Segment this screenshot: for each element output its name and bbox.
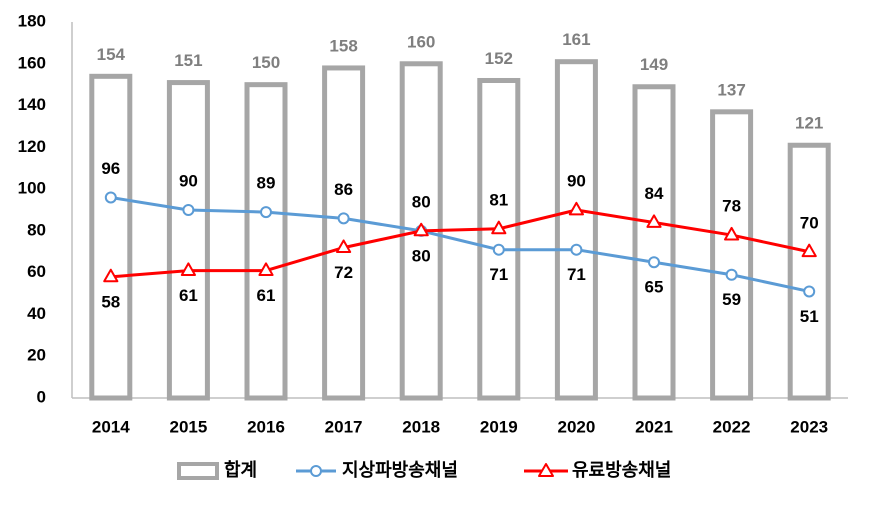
bar	[710, 109, 754, 401]
y-tick-label: 120	[18, 137, 46, 156]
terrestrial-marker	[803, 285, 816, 298]
terrestrial-value-label: 59	[722, 290, 741, 309]
legend: 합계 지상파방송채널 유료방송채널	[177, 459, 671, 481]
terrestrial-value-label: 80	[412, 246, 431, 265]
pay-tv-value-label: 78	[722, 197, 741, 216]
terrestrial-marker	[648, 256, 660, 269]
legend-marker-terrestrial	[310, 465, 322, 477]
pay-tv-value-label: 70	[800, 213, 819, 232]
terrestrial-marker	[570, 243, 583, 256]
terrestrial-marker	[182, 204, 195, 216]
pay-tv-value-label: 81	[489, 190, 508, 209]
pay-tv-value-label: 61	[179, 286, 198, 305]
bar-value-label: 151	[174, 51, 202, 70]
y-tick-label: 160	[18, 53, 46, 72]
bar-value-label: 149	[640, 55, 668, 74]
pay-tv-value-label: 90	[567, 171, 586, 190]
pay-tv-marker	[103, 268, 119, 283]
terrestrial-marker	[492, 243, 505, 256]
bar	[166, 80, 210, 401]
terrestrial-marker	[725, 268, 738, 281]
x-tick-label: 2020	[557, 417, 595, 436]
terrestrial-value-label: 90	[179, 171, 198, 190]
legend-label-pay-tv: 유료방송채널	[572, 460, 671, 481]
terrestrial-value-label: 86	[334, 180, 353, 199]
pay-tv-marker	[180, 262, 196, 276]
y-tick-label: 60	[27, 262, 46, 281]
bar-value-label: 154	[97, 45, 126, 64]
terrestrial-value-label: 71	[489, 265, 508, 284]
y-tick-label: 140	[18, 95, 46, 114]
legend-marker-pay-tv	[538, 463, 554, 477]
legend-swatch-total	[177, 462, 219, 480]
bar-value-label: 121	[795, 114, 823, 133]
terrestrial-value-label: 71	[567, 265, 586, 284]
terrestrial-value-label: 96	[101, 159, 120, 178]
x-tick-label: 2019	[480, 417, 518, 436]
line-series	[103, 191, 817, 298]
y-tick-label: 80	[27, 220, 46, 239]
pay-tv-value-label: 72	[334, 263, 353, 282]
pay-tv-value-label: 61	[257, 286, 276, 305]
pay-tv-line	[110, 208, 810, 279]
pay-tv-marker	[258, 262, 274, 276]
bar	[89, 73, 133, 401]
x-tick-label: 2022	[713, 417, 751, 436]
pay-tv-marker	[801, 243, 817, 258]
legend-label-terrestrial: 지상파방송채널	[342, 460, 458, 481]
terrestrial-value-label: 89	[257, 174, 276, 193]
legend-label-total: 합계	[224, 459, 257, 481]
bar	[632, 84, 676, 401]
terrestrial-value-label: 51	[800, 307, 819, 326]
x-tick-label: 2021	[635, 417, 673, 436]
pay-tv-marker	[646, 214, 662, 228]
bar	[322, 65, 366, 401]
bar	[477, 77, 521, 401]
x-tick-label: 2023	[790, 417, 828, 436]
pay-tv-value-label: 58	[101, 292, 120, 311]
y-tick-label: 0	[37, 387, 46, 406]
bar-value-label: 152	[485, 49, 513, 68]
pay-tv-marker	[724, 226, 740, 241]
pay-tv-marker	[336, 239, 352, 253]
bar	[244, 82, 288, 401]
y-axis: 0 20 40 60 80 100 120 140 160 180	[18, 11, 73, 406]
x-tick-label: 2015	[169, 417, 207, 436]
pay-tv-marker	[413, 222, 429, 237]
y-tick-label: 40	[27, 304, 46, 323]
x-tick-label: 2016	[247, 417, 285, 436]
bar-value-label: 137	[717, 80, 745, 99]
x-tick-label: 2018	[402, 417, 440, 436]
pay-tv-value-label: 84	[645, 184, 664, 203]
terrestrial-value-label: 65	[645, 278, 664, 297]
data-labels: 154 151 150 158 160 152 161 149 137 121 96 58 90 61 89…	[97, 30, 824, 326]
terrestrial-marker	[260, 206, 272, 219]
y-tick-label: 180	[18, 11, 46, 30]
terrestrial-line	[110, 195, 810, 293]
bar	[554, 59, 598, 401]
pay-tv-value-label: 80	[412, 192, 431, 211]
bar-value-label: 161	[562, 30, 590, 49]
x-tick-label: 2017	[325, 417, 363, 436]
terrestrial-marker	[104, 191, 117, 204]
bar-value-label: 160	[407, 32, 435, 51]
x-tick-label: 2014	[92, 417, 130, 436]
bar	[787, 142, 831, 401]
terrestrial-marker	[337, 212, 350, 225]
y-tick-label: 20	[27, 346, 46, 365]
y-tick-label: 100	[18, 179, 46, 198]
pay-tv-marker	[491, 220, 507, 235]
x-axis: 2014 2015 2016 2017 2018 2019 2020 2021 2022 2023	[72, 397, 848, 436]
bar-value-label: 158	[329, 36, 357, 55]
bar-value-label: 150	[252, 53, 280, 72]
pay-tv-marker	[568, 201, 584, 216]
